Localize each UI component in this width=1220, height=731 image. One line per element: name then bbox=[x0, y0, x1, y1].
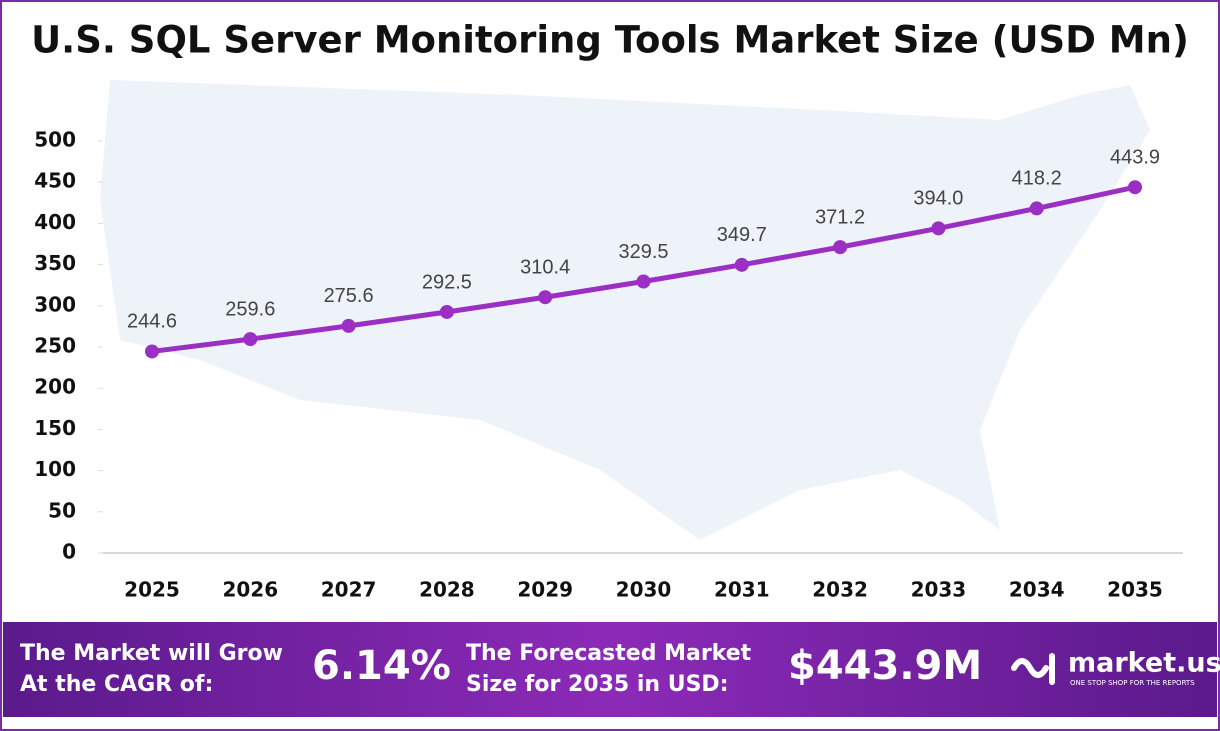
data-label: 418.2 bbox=[1012, 168, 1062, 190]
data-label: 244.6 bbox=[127, 311, 177, 333]
y-tick-label: 100 bbox=[34, 457, 76, 481]
x-tick-label: 2027 bbox=[321, 578, 377, 602]
x-tick-label: 2032 bbox=[812, 578, 868, 602]
y-tick-label: 400 bbox=[34, 210, 76, 234]
y-tick-label: 50 bbox=[48, 498, 76, 522]
y-tick-label: 300 bbox=[34, 292, 76, 316]
footer-band bbox=[3, 622, 1217, 717]
x-tick-label: 2028 bbox=[419, 578, 475, 602]
chart-title: U.S. SQL Server Monitoring Tools Market … bbox=[31, 19, 1189, 62]
data-point bbox=[439, 304, 454, 319]
brand: market.us bbox=[1068, 648, 1220, 679]
x-tick-label: 2026 bbox=[222, 578, 278, 602]
x-tick-label: 2031 bbox=[714, 578, 770, 602]
y-tick-label: 500 bbox=[34, 128, 76, 152]
data-point bbox=[538, 290, 553, 305]
cagr-label: At the CAGR of: bbox=[20, 672, 213, 697]
y-tick-label: 150 bbox=[34, 416, 76, 440]
y-tick-label: 0 bbox=[62, 540, 76, 564]
data-point bbox=[1128, 180, 1142, 195]
data-label: 292.5 bbox=[422, 271, 472, 293]
data-label: 394.0 bbox=[913, 188, 963, 210]
x-tick-label: 2029 bbox=[517, 578, 573, 602]
data-point bbox=[636, 274, 651, 289]
data-label: 443.9 bbox=[1110, 147, 1160, 169]
y-tick-label: 450 bbox=[34, 169, 76, 193]
x-tick-label: 2034 bbox=[1009, 578, 1065, 602]
x-tick-label: 2035 bbox=[1107, 578, 1163, 602]
data-point bbox=[833, 240, 848, 255]
data-label: 349.7 bbox=[717, 224, 767, 246]
data-point bbox=[243, 332, 258, 347]
tagline: ONE STOP SHOP FOR THE REPORTS bbox=[1070, 679, 1195, 687]
logo-icon bbox=[1011, 653, 1055, 685]
forecast-label: The Forecasted Market bbox=[466, 641, 752, 666]
y-tick-label: 350 bbox=[34, 251, 76, 275]
data-label: 310.4 bbox=[520, 257, 570, 279]
map-background bbox=[100, 80, 1150, 540]
data-point bbox=[145, 344, 159, 359]
forecast-label: Size for 2035 in USD: bbox=[466, 672, 729, 697]
data-label: 275.6 bbox=[324, 285, 374, 307]
x-tick-label: 2033 bbox=[911, 578, 967, 602]
data-point bbox=[341, 318, 356, 333]
y-tick-label: 250 bbox=[34, 334, 76, 358]
data-point bbox=[1029, 201, 1044, 216]
data-label: 259.6 bbox=[225, 298, 275, 320]
x-tick-label: 2025 bbox=[124, 578, 180, 602]
data-label: 371.2 bbox=[815, 206, 865, 228]
cagr-value: 6.14% bbox=[312, 643, 451, 689]
data-label: 329.5 bbox=[618, 241, 668, 263]
cagr-label: The Market will Grow bbox=[20, 641, 283, 666]
data-point bbox=[931, 221, 946, 236]
data-point bbox=[734, 257, 749, 272]
x-tick-label: 2030 bbox=[616, 578, 672, 602]
y-tick-label: 200 bbox=[34, 375, 76, 399]
forecast-value: $443.9M bbox=[788, 643, 982, 689]
